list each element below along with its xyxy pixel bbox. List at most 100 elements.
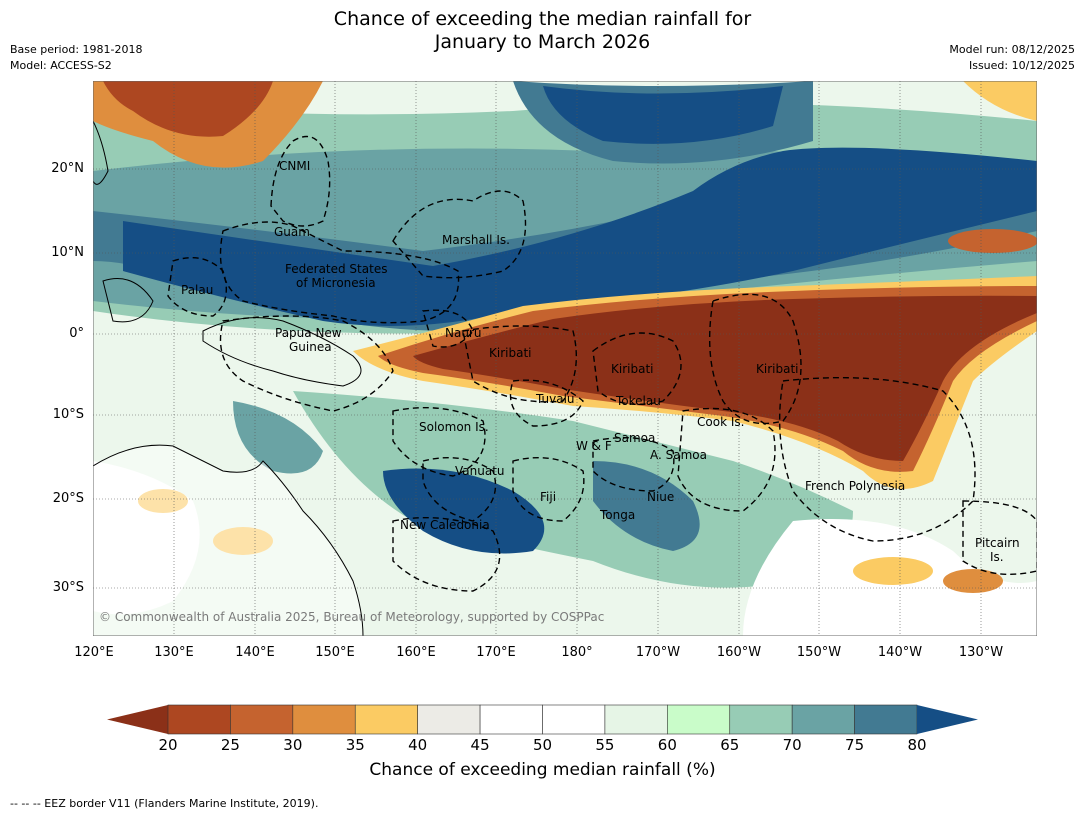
eez-kiribati-c	[592, 332, 682, 406]
label-tokelau: Tokelau	[615, 394, 661, 408]
colorbar-cell	[167, 704, 231, 735]
rainfall-map: CNMI Guam Marshall Is. Federated States …	[93, 81, 1037, 636]
indonesia-outline	[102, 278, 154, 323]
colorbar-tick-label: 80	[907, 736, 927, 754]
lon-tick-150w: 150°W	[796, 645, 842, 660]
lon-tick-170w: 170°W	[635, 645, 681, 660]
eez-nauru	[422, 309, 474, 348]
lon-tick-150e: 150°E	[315, 645, 355, 660]
label-newcal: New Caledonia	[400, 518, 490, 532]
south-blue-1	[383, 468, 545, 554]
eez-fiji	[512, 456, 585, 522]
eez-marshall	[392, 190, 527, 279]
label-vanuatu: Vanuatu	[455, 464, 505, 478]
lon-tick-120e: 120°E	[74, 645, 114, 660]
aus-yellow-2	[213, 527, 273, 555]
lon-tick-160e: 160°E	[396, 645, 436, 660]
eez-tuvalu	[509, 379, 584, 427]
label-guam: Guam	[274, 225, 310, 239]
lat-tick-10s: 10°S	[52, 407, 84, 422]
lon-tick-170e: 170°E	[476, 645, 516, 660]
north-darkblue-patch	[543, 86, 783, 144]
label-wf: W & F	[576, 439, 612, 453]
label-kiribati-w: Kiribati	[489, 346, 531, 360]
colorbar-tick-label: 65	[720, 736, 740, 754]
eez-png	[219, 315, 394, 412]
colorbar-tick-label: 45	[470, 736, 490, 754]
label-niue: Niue	[647, 490, 674, 504]
eez-footnote: -- -- -- EEZ border V11 (Flanders Marine…	[10, 797, 319, 810]
eez-frenchpoly	[778, 376, 976, 542]
colorbar-cell	[542, 704, 606, 735]
label-pitcairn-1: Pitcairn	[975, 536, 1020, 550]
colorbar-cell	[854, 704, 918, 735]
colorbar-tick-label: 20	[158, 736, 178, 754]
eez-palau	[167, 257, 227, 317]
colorbar-tick-label: 50	[532, 736, 553, 754]
colorbar-cell	[354, 704, 418, 735]
eez-vanuatu	[422, 456, 497, 522]
colorbar-cell	[791, 704, 855, 735]
aus-yellow-1	[138, 489, 188, 513]
graticule	[93, 81, 1037, 636]
colorbar-cell	[417, 704, 481, 735]
colorbar-tick-label: 70	[782, 736, 802, 754]
australia-outline	[93, 444, 364, 636]
lon-tick-140e: 140°E	[235, 645, 275, 660]
label-png-2: Guinea	[289, 340, 332, 354]
south-teal	[293, 391, 853, 588]
label-marshall: Marshall Is.	[442, 233, 510, 247]
colorbar-tick-label: 75	[845, 736, 865, 754]
nw-dry-red	[103, 81, 273, 137]
lon-tick-140w: 140°W	[877, 645, 923, 660]
band-blue-wet	[123, 147, 1037, 326]
eez-kiribati-e	[708, 293, 802, 425]
model-run: Model run: 08/12/2025	[949, 43, 1075, 56]
eez-cnmi	[270, 135, 331, 227]
colorbar-cell	[479, 704, 543, 735]
colorbar-triangle-high	[917, 705, 978, 734]
label-fsm-2: of Micronesia	[296, 276, 376, 290]
eez-pitcairn	[962, 500, 1037, 576]
eez-solomon	[392, 407, 486, 477]
model-name: Model: ACCESS-S2	[10, 59, 112, 72]
colorbar-tick-label: 30	[283, 736, 303, 754]
label-png-1: Papua New	[275, 326, 342, 340]
dry-red	[413, 295, 1037, 461]
colorbar-tick-label: 40	[408, 736, 428, 754]
colorbar-tick-label: 60	[657, 736, 677, 754]
label-samoa: Samoa	[614, 431, 655, 445]
colorbar-title: Chance of exceeding median rainfall (%)	[369, 760, 716, 780]
png-outline	[202, 317, 362, 387]
label-fsm-1: Federated States	[285, 262, 387, 276]
ne-dry-patch	[948, 229, 1037, 253]
label-tuvalu: Tuvalu	[535, 392, 575, 406]
label-asamoa: A. Samoa	[650, 448, 707, 462]
eez-fsm	[219, 221, 460, 324]
meta-left: Base period: 1981-2018 Model: ACCESS-S2	[10, 42, 142, 74]
label-kiribati-c: Kiribati	[611, 362, 653, 376]
ne-dry	[963, 81, 1037, 121]
colorbar-tick-label: 55	[595, 736, 615, 754]
colorbar	[107, 704, 978, 735]
title-line-2: January to March 2026	[434, 31, 651, 53]
lat-tick-20s: 20°S	[52, 491, 84, 506]
issued-date: Issued: 10/12/2025	[968, 59, 1075, 72]
colorbar-cell	[230, 704, 294, 735]
south-blue-2	[593, 461, 700, 551]
lon-tick-180: 180°	[561, 645, 593, 660]
meta-right: Model run: 08/12/2025 Issued: 10/12/2025	[949, 42, 1075, 74]
lat-tick-20n: 20°N	[51, 161, 84, 176]
label-solomon: Solomon Is.	[419, 420, 489, 434]
lon-tick-160w: 160°W	[716, 645, 762, 660]
lat-tick-30s: 30°S	[52, 580, 84, 595]
lon-tick-130e: 130°E	[154, 645, 194, 660]
label-cnmi: CNMI	[279, 159, 310, 173]
label-palau: Palau	[181, 283, 213, 297]
label-cook: Cook Is.	[697, 415, 744, 429]
colorbar-cell	[729, 704, 793, 735]
label-frenchpoly: French Polynesia	[805, 479, 905, 493]
se-orange	[943, 569, 1003, 593]
colorbar-tick-label: 25	[220, 736, 240, 754]
south-blue-3	[233, 401, 323, 474]
